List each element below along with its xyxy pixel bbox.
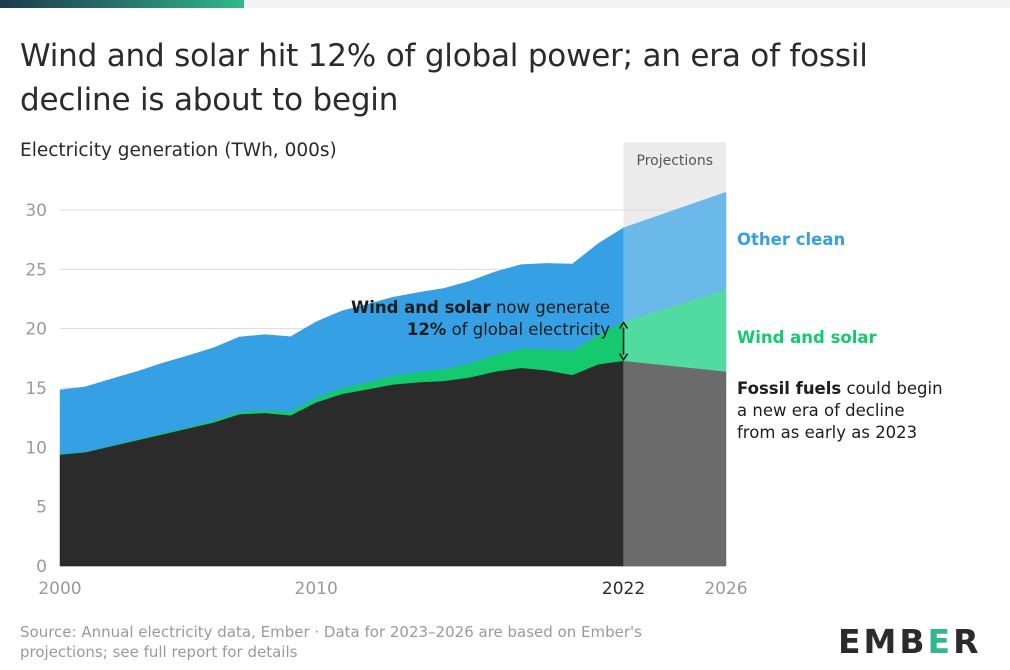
y-tick-label: 10 <box>25 438 47 458</box>
share-arrow <box>618 321 629 362</box>
projection-label: Projections <box>637 153 714 169</box>
y-tick-label: 20 <box>25 320 47 340</box>
fossil-line3: from as early as 2023 <box>737 423 918 442</box>
y-tick-label: 30 <box>25 201 47 221</box>
x-tick-labels: 2000 2010 2022 2026 <box>38 579 747 599</box>
y-tick-label: 0 <box>36 557 47 577</box>
fossil-line1: could begin <box>841 379 943 398</box>
y-tick-label: 25 <box>25 260 47 280</box>
label-wind-solar-text: Wind and solar <box>737 328 877 347</box>
logo-part-1: EMB <box>838 622 928 661</box>
logo-part-2: E <box>927 622 954 661</box>
arrow-head-down <box>618 353 629 362</box>
arrow-head-up <box>618 321 629 329</box>
y-tick-label: 15 <box>25 379 47 399</box>
top-accent-bar <box>0 0 244 8</box>
area-other-clean-projection <box>623 191 727 322</box>
ws-line1: now generate <box>490 298 610 317</box>
ws-pct: 12% <box>406 320 447 339</box>
logo-part-3: R <box>953 622 982 661</box>
ws-line2: of global electricity <box>446 320 610 339</box>
fossil-line2: a new era of decline <box>737 401 905 420</box>
x-tick-label: 2010 <box>295 579 338 599</box>
x-tick-label: 2026 <box>704 579 747 599</box>
ws-bold: Wind and solar <box>351 298 491 317</box>
y-tick-labels: 0 5 10 15 20 25 30 <box>25 201 47 577</box>
source-line-1: Source: Annual electricity data, Ember ·… <box>20 623 642 641</box>
y-tick-label: 5 <box>36 498 47 518</box>
chart-title: Wind and solar hit 12% of global power; … <box>20 38 868 118</box>
label-other-clean: Other clean <box>737 230 845 249</box>
top-rule <box>244 0 1010 8</box>
source-note: Source: Annual electricity data, Ember ·… <box>20 622 780 662</box>
wind-solar-annotation: Wind and solar now generate 12% of globa… <box>326 297 610 341</box>
source-line-2: projections; see full report for details <box>20 643 298 661</box>
fossil-annotation: Fossil fuels could begin a new era of de… <box>737 378 943 444</box>
x-tick-label: 2000 <box>38 579 81 599</box>
fossil-bold: Fossil fuels <box>737 379 842 398</box>
label-other-clean-text: Other clean <box>737 230 846 249</box>
series-areas <box>59 191 727 567</box>
label-wind-solar: Wind and solar <box>737 328 877 347</box>
x-tick-label: 2022 <box>602 579 645 599</box>
area-fossil-fuels-projection <box>623 360 727 567</box>
ember-logo: EMBER <box>838 622 982 662</box>
chart-subtitle: Electricity generation (TWh, 000s) <box>20 140 337 161</box>
